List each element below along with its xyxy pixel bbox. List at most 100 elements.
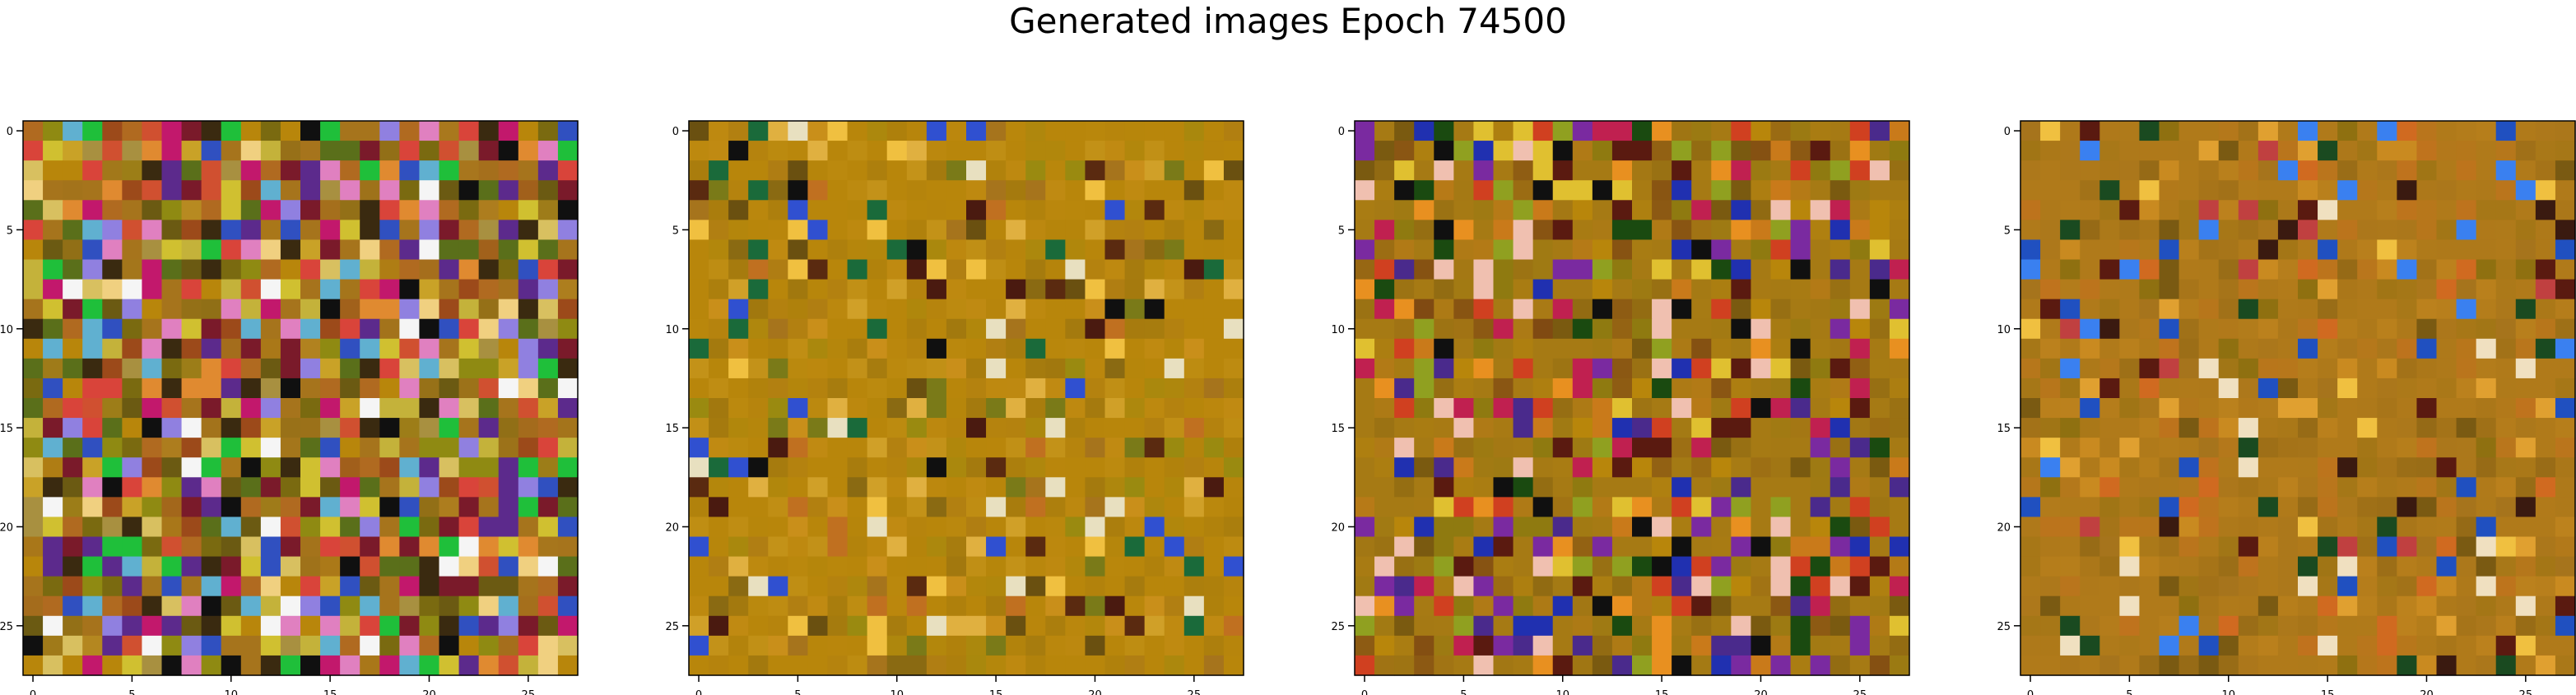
pixel-cell: [2020, 517, 2041, 538]
pixel-cell: [1453, 259, 1475, 280]
pixel-cell: [1065, 259, 1086, 280]
pixel-cell: [1374, 160, 1395, 181]
pixel-cell: [419, 595, 440, 617]
pixel-cell: [1414, 438, 1434, 458]
pixel-cell: [2060, 378, 2081, 399]
pixel-cell: [946, 121, 967, 141]
pixel-cell: [847, 595, 868, 617]
pixel-cell: [221, 318, 242, 340]
pixel-cell: [2456, 576, 2477, 597]
pixel-cell: [360, 477, 380, 498]
pixel-cell: [1889, 338, 1910, 359]
pixel-cell: [788, 576, 809, 597]
pixel-cell: [728, 141, 749, 161]
pixel-cell: [2198, 358, 2220, 379]
pixel-cell: [1889, 398, 1910, 419]
pixel-cell: [2337, 497, 2358, 518]
pixel-cell: [63, 239, 83, 261]
pixel-cell: [1085, 595, 1106, 617]
pixel-cell: [2099, 517, 2120, 538]
pixel-cell: [807, 358, 829, 379]
pixel-cell: [458, 457, 480, 478]
pixel-cell: [2060, 457, 2081, 478]
pixel-cell: [419, 180, 440, 201]
pixel-cell: [1183, 556, 1205, 577]
pixel-cell: [260, 220, 281, 241]
pixel-cell: [1830, 141, 1851, 161]
pixel-cell: [2476, 121, 2497, 141]
pixel-cell: [1691, 200, 1712, 220]
pixel-cell: [320, 517, 341, 538]
pixel-cell: [439, 457, 460, 478]
pixel-cell: [2377, 398, 2397, 419]
pixel-cell: [847, 517, 868, 538]
x-tick-label: 10: [2221, 689, 2235, 695]
pixel-cell: [1632, 200, 1653, 220]
pixel-cell: [2198, 497, 2220, 518]
pixel-cell: [1493, 141, 1514, 161]
pixel-cell: [1414, 318, 1434, 340]
pixel-cell: [2257, 160, 2279, 181]
pixel-cell: [2139, 299, 2160, 320]
pixel-cell: [498, 180, 519, 201]
pixel-cell: [1592, 299, 1613, 320]
pixel-cell: [966, 299, 987, 320]
pixel-cell: [2298, 536, 2318, 558]
pixel-cell: [1006, 556, 1026, 577]
pixel-cell: [1869, 398, 1890, 419]
pixel-cell: [2119, 378, 2141, 399]
pixel-cell: [1790, 220, 1811, 241]
pixel-cell: [2040, 655, 2061, 676]
pixel-cell: [827, 635, 849, 656]
pixel-cell: [966, 536, 987, 558]
pixel-cell: [807, 220, 829, 241]
pixel-cell: [2397, 595, 2418, 617]
pixel-cell: [360, 556, 380, 577]
x-tick-label: 25: [2519, 689, 2533, 695]
pixel-cell: [1453, 615, 1475, 637]
pixel-cell: [886, 141, 908, 161]
pixel-cell: [419, 438, 440, 458]
pixel-cell: [280, 398, 301, 419]
y-tick-label: 0: [7, 126, 13, 138]
pixel-cell: [2357, 279, 2378, 300]
pixel-cell: [1869, 220, 1890, 241]
pixel-cell: [1453, 141, 1475, 161]
pixel-cell: [161, 418, 183, 438]
pixel-cell: [847, 477, 868, 498]
pixel-cell: [1065, 477, 1086, 498]
pixel-cell: [2020, 615, 2041, 637]
pixel-cell: [2535, 536, 2556, 558]
pixel-cell: [1203, 220, 1225, 241]
pixel-cell: [1691, 299, 1712, 320]
pixel-cell: [439, 595, 460, 617]
pixel-cell: [1104, 141, 1126, 161]
pixel-cell: [1532, 141, 1554, 161]
pixel-cell: [2080, 200, 2100, 220]
pixel-cell: [1572, 595, 1593, 617]
pixel-cell: [1045, 279, 1066, 300]
pixel-cell: [1203, 318, 1225, 340]
pixel-cell: [2357, 536, 2378, 558]
pixel-cell: [728, 635, 749, 656]
pixel-cell: [1572, 299, 1593, 320]
pixel-cell: [2198, 655, 2220, 676]
pixel-cell: [1183, 200, 1205, 220]
pixel-cell: [2178, 220, 2200, 241]
pixel-cell: [1355, 358, 1375, 379]
pixel-cell: [1513, 517, 1534, 538]
pixel-cell: [2040, 418, 2061, 438]
pixel-cell: [2357, 141, 2378, 161]
pixel-cell: [1751, 318, 1772, 340]
pixel-cell: [102, 497, 123, 518]
pixel-cell: [2277, 536, 2299, 558]
pixel-cell: [43, 180, 63, 201]
pixel-cell: [1532, 576, 1554, 597]
pixel-cell: [537, 655, 559, 676]
pixel-cell: [1434, 595, 1454, 617]
pixel-cell: [1164, 378, 1185, 399]
pixel-cell: [1493, 595, 1514, 617]
pixel-cell: [439, 655, 460, 676]
pixel-cell: [2357, 180, 2378, 201]
pixel-cell: [1632, 418, 1653, 438]
